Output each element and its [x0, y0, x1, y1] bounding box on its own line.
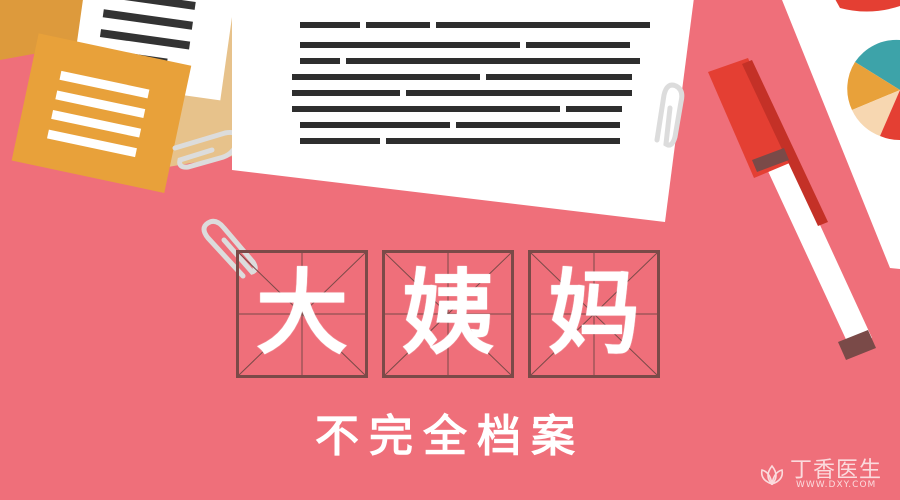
flower-logo-icon — [760, 464, 784, 486]
report-page-icon — [782, 0, 900, 269]
grid-lines — [385, 253, 511, 375]
title-grid-box-3: 妈 — [528, 250, 660, 378]
title-grid-box-1: 大 — [236, 250, 368, 378]
title-char-1: 大 — [255, 260, 348, 367]
grid-lines — [239, 253, 365, 375]
grid-lines — [531, 253, 657, 375]
pie-chart-icon — [847, 39, 900, 141]
paperclip-icon-2 — [654, 82, 685, 148]
watermark-url: WWW.DXY.COM — [796, 480, 877, 490]
sticky-note-icon — [11, 33, 192, 193]
title-grid-box-2: 姨 — [382, 250, 514, 378]
marker-pen-icon — [708, 58, 876, 360]
watermark-brand: 丁香医生 — [790, 458, 883, 483]
title-char-2: 姨 — [401, 260, 494, 367]
title-char-3: 妈 — [547, 260, 640, 367]
watermark: 丁香医生 WWW.DXY.COM — [756, 452, 886, 492]
subtitle: 不完全档案 — [315, 411, 585, 462]
document-page-icon — [232, 0, 694, 222]
